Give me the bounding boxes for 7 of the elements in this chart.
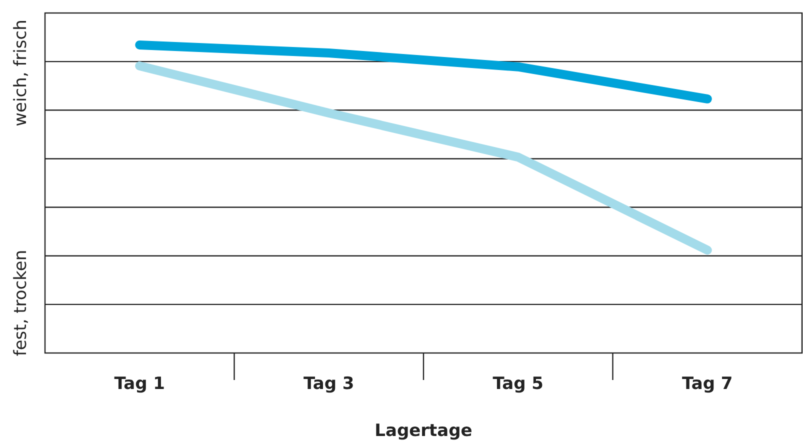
x-tick-label: Tag 3 <box>303 374 354 394</box>
x-tick-label: Tag 5 <box>492 374 544 394</box>
x-tick-label: Tag 7 <box>682 374 733 394</box>
text: weich, frisch <box>11 20 31 126</box>
x-axis-title: Lagertage <box>374 421 472 441</box>
text: fest, trocken <box>11 250 31 356</box>
x-tick-label: Tag 1 <box>114 374 166 394</box>
